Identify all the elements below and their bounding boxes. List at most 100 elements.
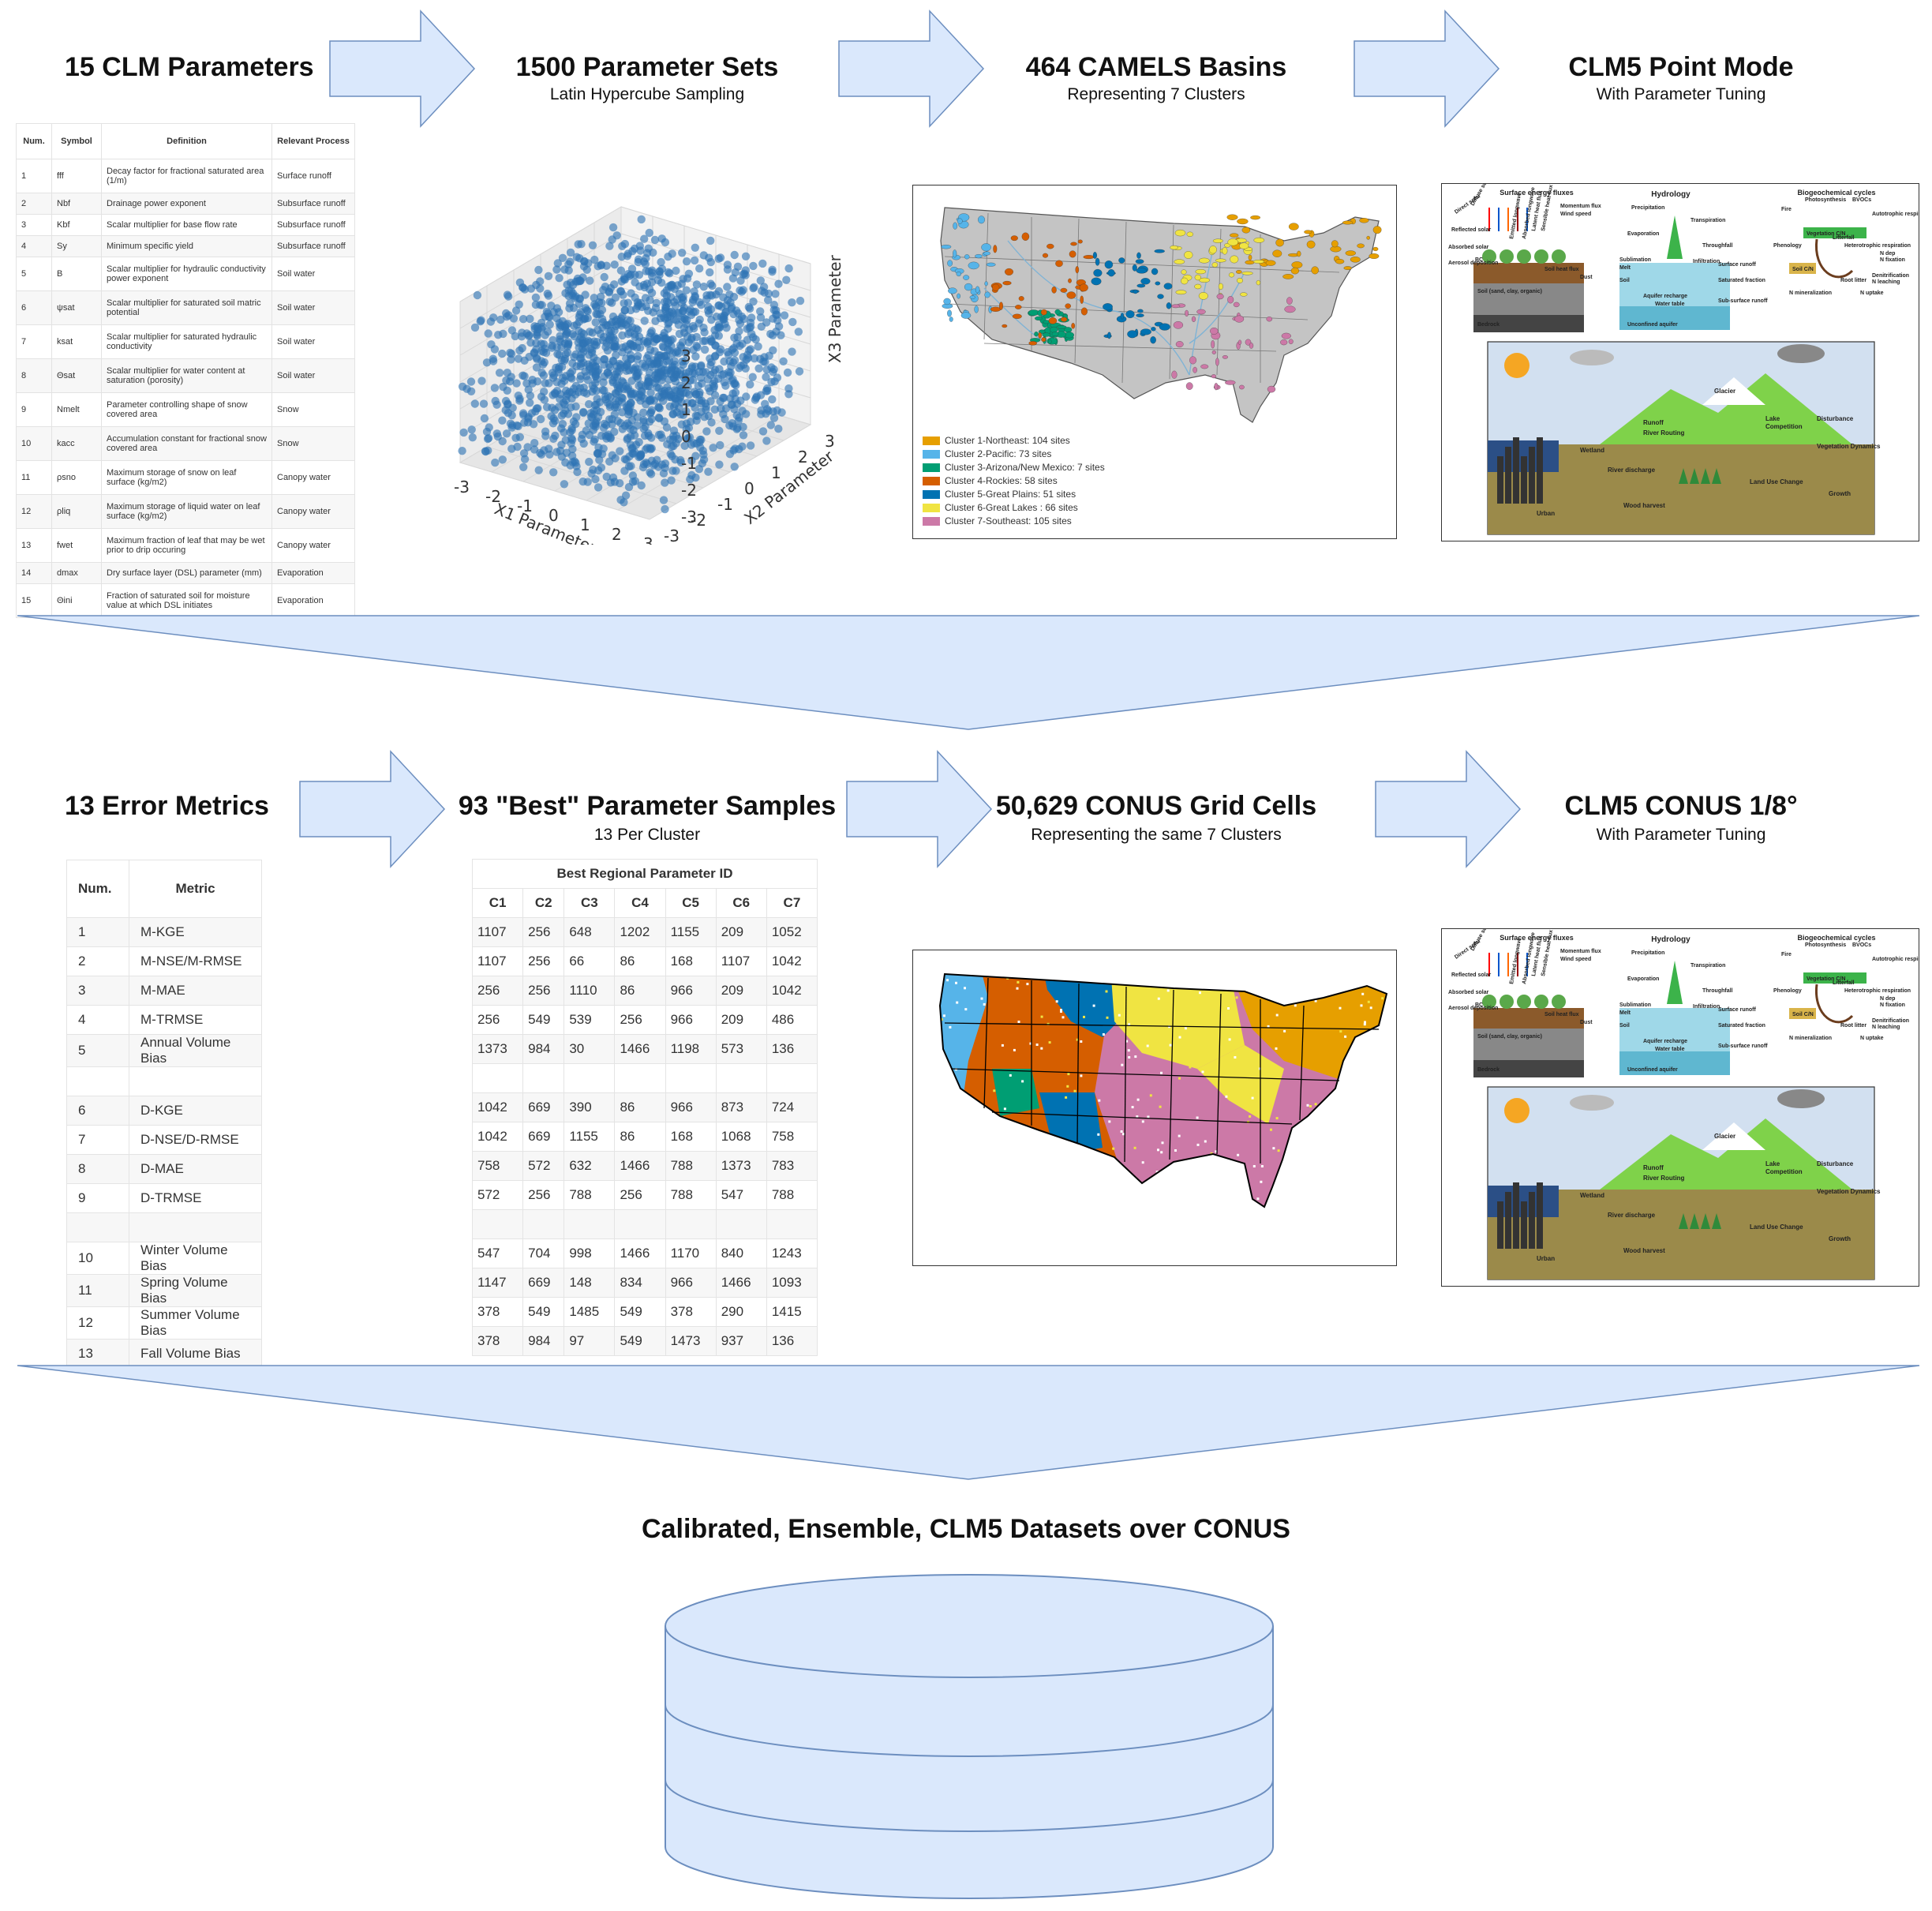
step-title-parameter-sets: 1500 Parameter Sets <box>515 52 779 82</box>
grid-cell-speckle <box>1025 974 1028 975</box>
scatter-point <box>771 290 780 298</box>
basin-polygon <box>1184 251 1193 259</box>
legend-item: Cluster 6-Great Lakes : 66 sites <box>923 502 1078 513</box>
grid-cell-speckle <box>1201 1070 1204 1074</box>
basin-polygon <box>1239 242 1249 249</box>
grid-cell-speckle <box>1184 1027 1187 1030</box>
diagram-label: Soil C/N <box>1792 1012 1814 1017</box>
grid-cell-speckle <box>1032 954 1035 957</box>
scatter-point <box>579 383 588 392</box>
basin-polygon <box>948 287 957 294</box>
grid-cell-speckle <box>1228 1038 1231 1041</box>
scatter-point <box>652 298 661 308</box>
basin-polygon <box>1151 268 1159 275</box>
scatter-point <box>682 257 691 266</box>
y-axis-label: X2 Parameter <box>740 446 837 528</box>
legend-item: Cluster 4-Rockies: 58 sites <box>923 475 1058 486</box>
scatter-point <box>620 239 630 249</box>
grid-cell-speckle <box>1174 1185 1177 1188</box>
table-cell: Maximum storage of liquid water on leaf … <box>101 494 272 529</box>
diagram-label: Momentum flux <box>1560 949 1601 954</box>
scatter-point <box>661 504 669 514</box>
grid-cell-speckle <box>1280 984 1283 987</box>
grid-cell-speckle <box>1306 1168 1309 1171</box>
scatter-point <box>697 361 706 369</box>
grid-cell-speckle <box>1267 1025 1270 1028</box>
basin-polygon <box>964 283 973 291</box>
table-cell: 15 <box>16 583 52 618</box>
scatter-point <box>564 320 572 328</box>
table-cell: Soil water <box>271 358 355 393</box>
step-title-parameters: 15 CLM Parameters <box>65 52 314 82</box>
table-cell: 1052 <box>766 917 818 947</box>
diagram-label: Saturated fraction <box>1718 278 1765 283</box>
grid-cell-speckle <box>1013 1048 1016 1051</box>
scatter-point <box>635 282 644 290</box>
table-cell: M-KGE <box>129 917 262 947</box>
table-cell: 788 <box>766 1180 818 1210</box>
scatter-point <box>651 317 660 325</box>
grid-cell-speckle <box>1136 1115 1139 1118</box>
flow-arrow-4 <box>299 750 446 868</box>
scatter-point <box>666 312 675 320</box>
table-cell: 1107 <box>715 946 767 976</box>
diagram-label: Soil C/N <box>1792 267 1814 272</box>
scatter-point <box>697 301 706 309</box>
grid-cell-speckle <box>1003 1107 1006 1111</box>
scatter-point <box>533 377 542 386</box>
basin-polygon <box>1233 302 1240 308</box>
scatter-point <box>505 377 515 386</box>
table-cell: 9 <box>66 1183 129 1213</box>
table-cell: 1093 <box>766 1268 818 1298</box>
table-cell: 669 <box>522 1092 565 1122</box>
table-row: 1373 984 30 1466 1198 573 136 <box>471 1034 818 1064</box>
scatter-point <box>769 301 779 309</box>
scatter-point <box>637 215 646 224</box>
grid-cell-speckle <box>1127 1049 1130 1052</box>
basin-polygon <box>1222 355 1228 359</box>
grid-cell-speckle <box>1386 1148 1387 1152</box>
flow-arrow-6 <box>1375 750 1522 868</box>
diagram-label: Emitted longwave <box>1509 937 1522 984</box>
grid-cell-speckle <box>1260 1180 1263 1183</box>
table-cell: 30 <box>564 1034 616 1064</box>
grid-cell-speckle <box>1118 1014 1121 1017</box>
basin-polygon <box>1091 277 1102 286</box>
scatter-point <box>579 407 588 417</box>
diagram-label: Surface runoff <box>1718 262 1757 268</box>
grid-cell-speckle <box>964 987 966 990</box>
grid-cell-speckle <box>1189 1066 1192 1069</box>
table-cell: Canopy water <box>271 460 355 495</box>
scatter-point <box>566 248 575 257</box>
scatter-point <box>591 318 600 327</box>
diagram-label: Melt <box>1619 1010 1631 1016</box>
table-cell: 209 <box>715 1005 767 1035</box>
grid-cell-speckle <box>919 1014 922 1016</box>
grid-cell-speckle <box>1249 983 1252 985</box>
grid-cell-speckle <box>1066 1085 1069 1088</box>
basin-polygon <box>953 249 957 258</box>
table-cell: Kbf <box>51 214 102 236</box>
diagram-label: BC <box>1475 257 1483 263</box>
table-cell: 966 <box>665 1268 717 1298</box>
basin-polygon <box>1288 223 1299 230</box>
table-row <box>66 1212 262 1242</box>
basin-polygon <box>1193 366 1197 373</box>
scatter-point <box>518 328 526 337</box>
legend-label: Cluster 4-Rockies: 58 sites <box>945 475 1058 486</box>
scatter-point <box>477 316 485 324</box>
grid-cell-speckle <box>1361 992 1365 995</box>
diagram-label: Competition <box>1765 1168 1803 1175</box>
basin-polygon <box>1068 278 1072 283</box>
scatter-point <box>687 470 696 480</box>
basin-polygon <box>949 317 953 322</box>
legend-swatch <box>923 504 940 513</box>
scatter-point <box>714 287 724 296</box>
table-row: 13 Fall Volume Bias <box>66 1339 262 1369</box>
diagram-label: Diffuse solar <box>1470 929 1492 952</box>
basin-polygon <box>1002 324 1008 328</box>
scatter-point <box>611 454 620 463</box>
basin-polygon <box>1065 303 1071 309</box>
grid-cell-speckle <box>923 1031 926 1033</box>
table-cell: 669 <box>522 1122 565 1152</box>
